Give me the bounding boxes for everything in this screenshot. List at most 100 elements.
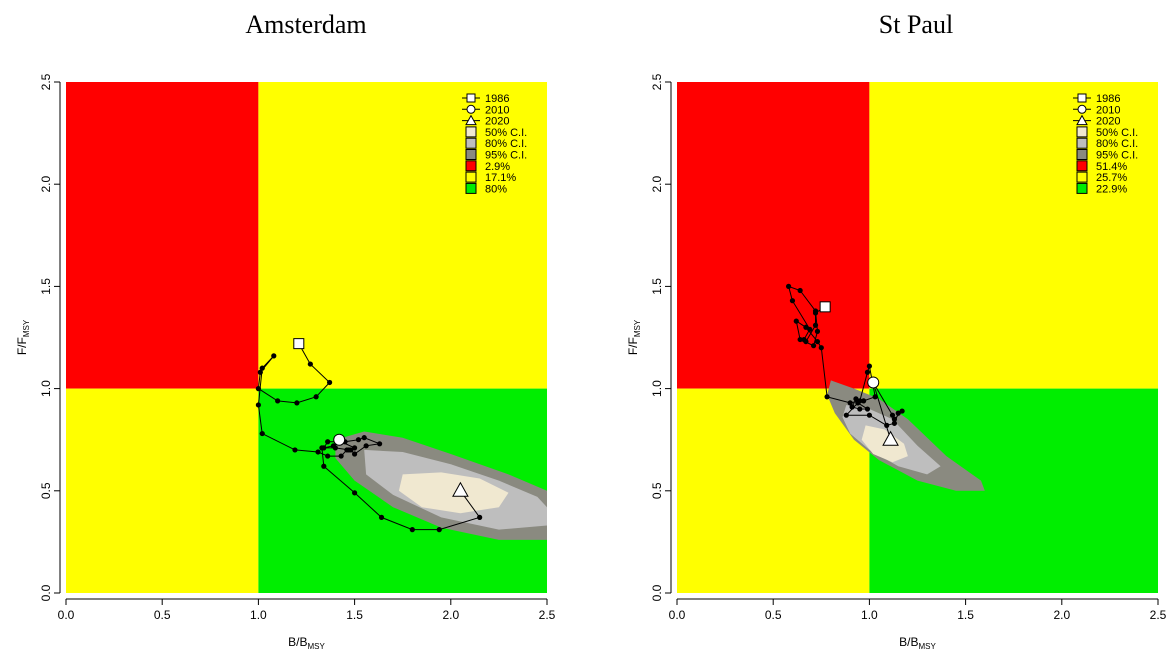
quadrant-overfishing bbox=[869, 82, 1158, 389]
trajectory-point bbox=[255, 402, 261, 408]
y-tick-label: 2.0 bbox=[650, 176, 664, 193]
x-tick-label: 0.5 bbox=[154, 608, 171, 622]
trajectory-point bbox=[864, 369, 871, 375]
trajectory-point bbox=[352, 451, 358, 457]
trajectory-point bbox=[259, 430, 265, 437]
panel-title-st-paul: St Paul bbox=[878, 10, 954, 39]
trajectory-point bbox=[326, 379, 333, 386]
trajectory-point bbox=[378, 514, 385, 520]
x-tick-label: 1.5 bbox=[346, 608, 363, 622]
legend-label: 50% C.I. bbox=[485, 127, 527, 139]
trajectory-point bbox=[325, 439, 331, 445]
legend-swatch bbox=[465, 182, 477, 194]
x-tick-label: 0.0 bbox=[58, 608, 75, 622]
y-axis-label: F/FMSY bbox=[15, 319, 31, 355]
x-tick-label: 1.5 bbox=[957, 608, 974, 622]
x-tick-label: 0.0 bbox=[669, 608, 686, 622]
trajectory-point bbox=[849, 404, 855, 410]
legend-label: 25.7% bbox=[1096, 172, 1127, 184]
trajectory-point bbox=[307, 361, 313, 367]
legend-label: 95% C.I. bbox=[1096, 150, 1138, 162]
trajectory-point bbox=[857, 406, 863, 412]
quadrant-healthy bbox=[869, 388, 1158, 593]
trajectory-point bbox=[866, 363, 873, 369]
x-axis-label: B/BMSY bbox=[288, 635, 325, 651]
trajectory-point bbox=[807, 326, 813, 332]
trajectory-point bbox=[355, 437, 362, 443]
legend-label: 22.9% bbox=[1096, 183, 1127, 195]
legend-swatch bbox=[465, 160, 477, 172]
legend-square-icon bbox=[1077, 93, 1087, 103]
y-tick-label: 0.0 bbox=[39, 584, 53, 601]
quadrant-overfished bbox=[677, 388, 870, 593]
legend-label: 51.4% bbox=[1096, 161, 1127, 173]
trajectory-point bbox=[332, 445, 338, 451]
kobe-plot-0: 0.0 0.5 1.0 1.5 2.0 2.5 0.0 0.5 1.0 1.5 2.0 2.5 B/BM… bbox=[15, 73, 556, 651]
trajectory-point bbox=[889, 412, 896, 418]
legend-swatch bbox=[1076, 171, 1088, 183]
y-axis-label: F/FMSY bbox=[626, 319, 642, 355]
legend-label: 2020 bbox=[485, 116, 509, 128]
marker-end-triangle bbox=[882, 430, 899, 446]
x-tick-label: 2.0 bbox=[442, 608, 459, 622]
legend-swatch bbox=[1076, 137, 1088, 149]
legend-label: 2.9% bbox=[485, 161, 510, 173]
trajectory-point bbox=[855, 400, 861, 406]
x-tick-label: 2.5 bbox=[1150, 608, 1167, 622]
y-tick-label: 1.5 bbox=[39, 278, 53, 295]
trajectory-point bbox=[255, 386, 261, 392]
y-tick-label: 0.5 bbox=[39, 482, 53, 499]
legend-label: 1986 bbox=[485, 93, 509, 105]
trajectory-point bbox=[891, 416, 898, 422]
x-axis-label: B/BMSY bbox=[899, 635, 936, 651]
trajectory-point bbox=[409, 527, 415, 533]
trajectory-point bbox=[801, 336, 807, 343]
trajectory-point bbox=[257, 369, 263, 375]
legend-label: 2010 bbox=[485, 104, 509, 116]
y-tick-label: 2.5 bbox=[650, 73, 664, 90]
legend-label: 2020 bbox=[1096, 116, 1120, 128]
marker-start-square bbox=[293, 338, 305, 350]
trajectory-point bbox=[319, 445, 325, 451]
legend-circle-icon bbox=[466, 104, 476, 114]
panel-title-amsterdam: Amsterdam bbox=[245, 10, 367, 39]
trajectory-point bbox=[363, 443, 369, 449]
y-tick-label: 0.0 bbox=[650, 584, 664, 601]
trajectory-point bbox=[292, 447, 298, 453]
trajectory-point bbox=[797, 287, 803, 294]
trajectory-point bbox=[259, 365, 265, 371]
trajectory-point bbox=[377, 441, 383, 447]
y-tick-label: 0.5 bbox=[650, 482, 664, 499]
marker-end-triangle bbox=[452, 481, 469, 497]
legend-label: 80% C.I. bbox=[1096, 138, 1138, 150]
trajectory-point bbox=[785, 283, 792, 289]
trajectory-point bbox=[436, 527, 442, 533]
trajectory-point bbox=[346, 447, 352, 453]
trajectory-point bbox=[793, 318, 799, 324]
trajectory-point bbox=[853, 396, 859, 402]
legend-label: 17.1% bbox=[485, 172, 516, 184]
trajectory-point bbox=[812, 308, 819, 314]
legend-swatch bbox=[1076, 182, 1088, 194]
trajectory-point bbox=[275, 398, 281, 404]
trajectory-point bbox=[803, 324, 809, 330]
confidence-region-ci50 bbox=[398, 472, 509, 514]
trajectory-point bbox=[477, 514, 483, 520]
x-tick-label: 1.0 bbox=[861, 608, 878, 622]
trajectory-point bbox=[899, 408, 905, 414]
marker-mid-circle bbox=[867, 376, 880, 389]
legend-label: 80% bbox=[485, 183, 507, 195]
trajectory-point bbox=[866, 412, 873, 418]
quadrant-overfished-overfishing bbox=[66, 82, 259, 389]
legend-label: 80% C.I. bbox=[485, 138, 527, 150]
trajectory-point bbox=[818, 345, 824, 351]
legend-swatch bbox=[465, 137, 477, 149]
trajectory-point bbox=[352, 490, 358, 496]
trajectory-point bbox=[315, 449, 321, 455]
trajectory-point bbox=[814, 338, 821, 345]
legend-swatch bbox=[1076, 160, 1088, 172]
trajectory-point bbox=[864, 406, 871, 412]
trajectory-point bbox=[811, 343, 817, 349]
